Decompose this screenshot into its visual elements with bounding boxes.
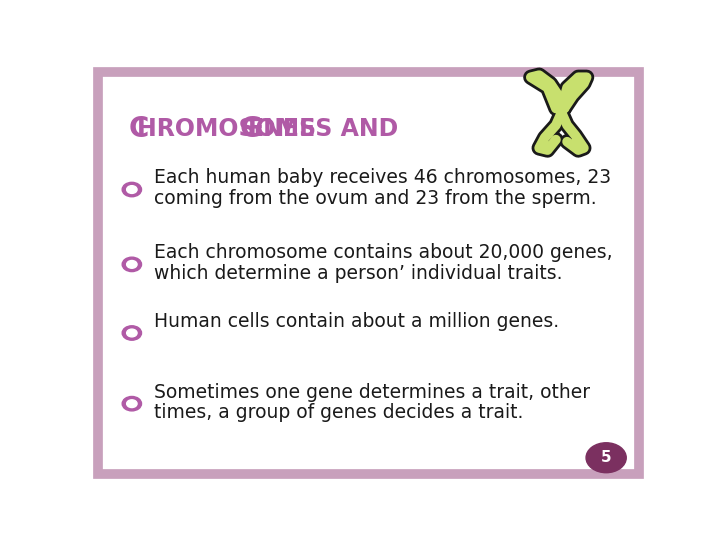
Circle shape xyxy=(127,186,137,193)
Text: ENES: ENES xyxy=(248,117,317,141)
Circle shape xyxy=(586,443,626,472)
Text: Human cells contain about a million genes.: Human cells contain about a million gene… xyxy=(154,312,559,331)
Circle shape xyxy=(127,329,137,337)
Text: Sometimes one gene determines a trait, other: Sometimes one gene determines a trait, o… xyxy=(154,382,590,402)
Text: HROMOSOMES AND: HROMOSOMES AND xyxy=(137,117,407,141)
Text: 5: 5 xyxy=(600,450,611,465)
Circle shape xyxy=(122,257,142,272)
Text: G: G xyxy=(240,115,262,143)
Text: Each chromosome contains about 20,000 genes,: Each chromosome contains about 20,000 ge… xyxy=(154,243,613,262)
Text: coming from the ovum and 23 from the sperm.: coming from the ovum and 23 from the spe… xyxy=(154,189,597,208)
Circle shape xyxy=(127,260,137,268)
Text: C: C xyxy=(129,115,150,143)
Text: which determine a person’ individual traits.: which determine a person’ individual tra… xyxy=(154,264,562,283)
Circle shape xyxy=(122,326,142,340)
FancyBboxPatch shape xyxy=(99,72,639,474)
Circle shape xyxy=(127,400,137,408)
Circle shape xyxy=(122,396,142,411)
Circle shape xyxy=(122,183,142,197)
Text: Each human baby receives 46 chromosomes, 23: Each human baby receives 46 chromosomes,… xyxy=(154,168,611,187)
Text: times, a group of genes decides a trait.: times, a group of genes decides a trait. xyxy=(154,403,523,422)
